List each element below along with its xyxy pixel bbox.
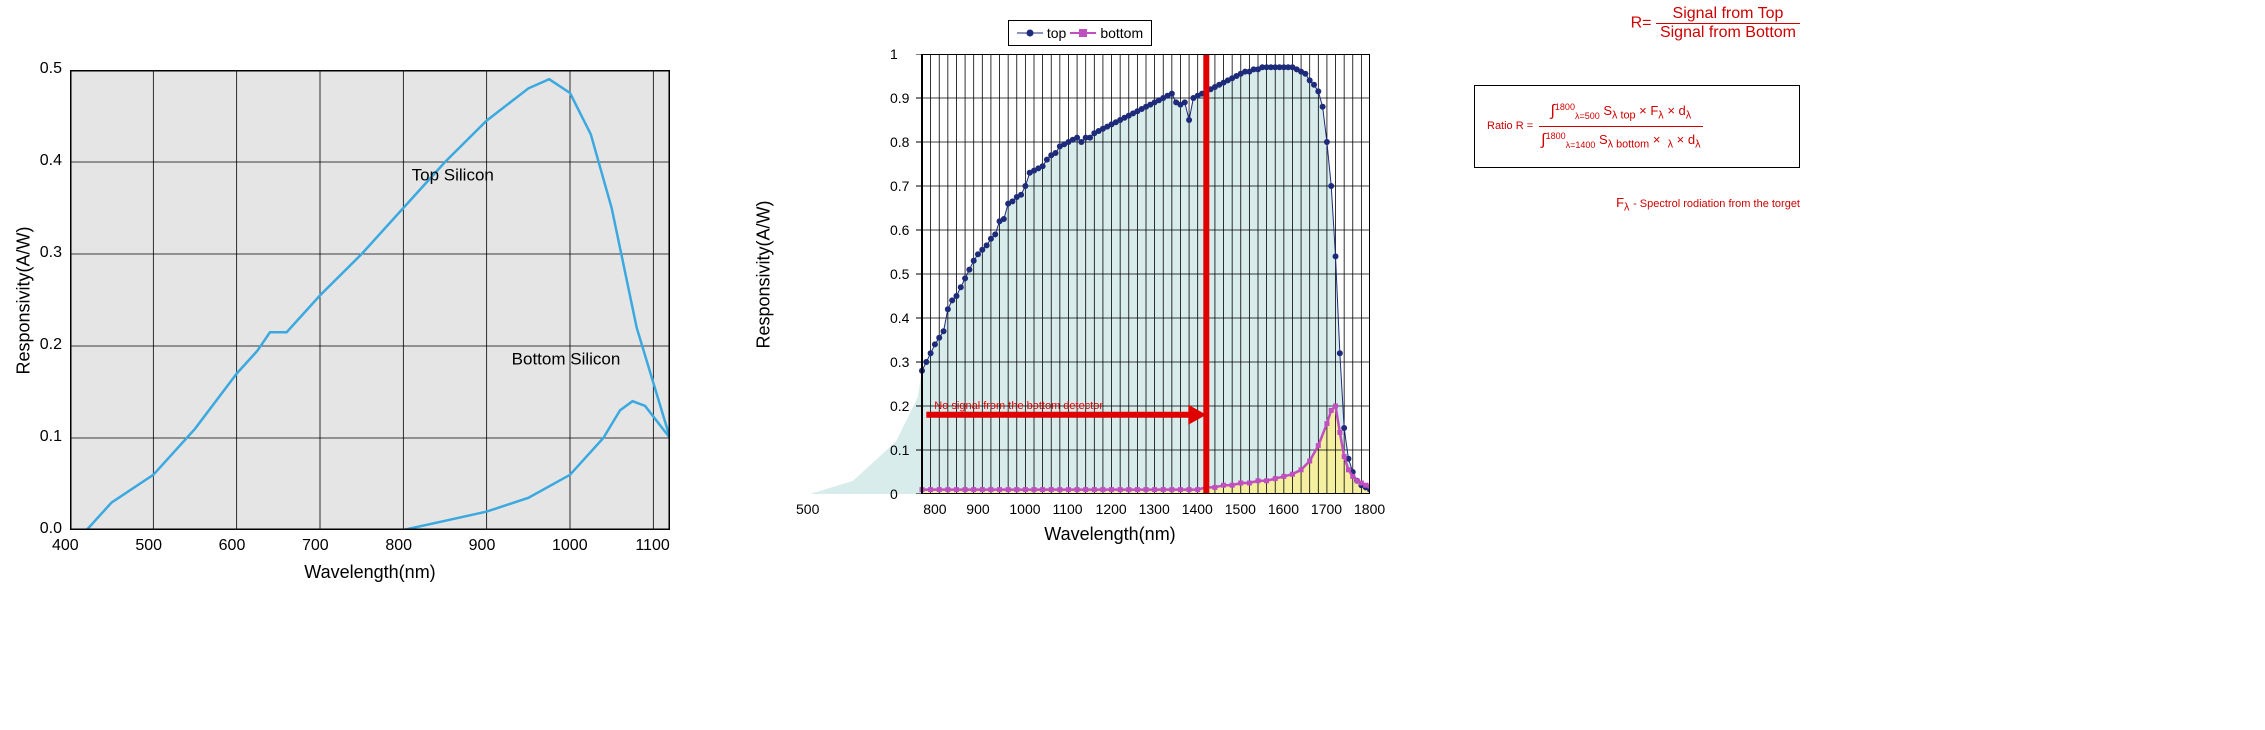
left-xticks: 40050060070080090010001100 bbox=[70, 535, 670, 557]
right-panel: R= Signal from Top Signal from Bottom to… bbox=[750, 20, 1800, 545]
formula-note: Fλ - Spectrol rodiation from the torget bbox=[1616, 195, 1800, 214]
formula-r-prefix: R= bbox=[1631, 15, 1652, 32]
left-ylabel: Responsivity(A/W) bbox=[14, 226, 35, 374]
chart-legend: top bottom bbox=[1008, 20, 1152, 46]
legend-bottom-marker bbox=[1070, 27, 1096, 39]
legend-top-label: top bbox=[1047, 25, 1066, 41]
right-ylabel: Responsivity(A/W) bbox=[754, 200, 775, 348]
formula-simple-num: Signal from Top bbox=[1656, 5, 1800, 24]
formula-integral-box: Ratio R = ∫1800λ=500 Sλ top × Fλ × dλ ∫1… bbox=[1474, 85, 1800, 168]
right-xticks: 5008009001000110012001300140015001600170… bbox=[810, 499, 1410, 519]
formula-simple-den: Signal from Bottom bbox=[1656, 24, 1800, 42]
right-xlabel: Wavelength(nm) bbox=[810, 524, 1410, 545]
svg-text:Bottom Silicon: Bottom Silicon bbox=[512, 349, 621, 368]
svg-text:Top Silicon: Top Silicon bbox=[412, 165, 494, 184]
legend-top-marker bbox=[1017, 27, 1043, 39]
left-chart-svg: Top Silicon Bottom Silicon bbox=[70, 70, 670, 530]
left-xlabel: Wavelength(nm) bbox=[70, 562, 670, 583]
integral-den-body: Sλ bottom × λ × dλ bbox=[1599, 132, 1701, 147]
integral-num-body: Sλ top × Fλ × dλ bbox=[1603, 103, 1691, 118]
legend-bottom-label: bottom bbox=[1100, 25, 1143, 41]
left-chart: Responsivity(A/W) Top SiliconBottom Sili… bbox=[70, 70, 670, 583]
formula-simple: R= Signal from Top Signal from Bottom bbox=[1631, 5, 1800, 42]
formula-integral-prefix: Ratio R = bbox=[1487, 120, 1533, 132]
right-chart: Responsivity(A/W) No signal from the bot… bbox=[810, 54, 1410, 545]
svg-text:No signal from the bottom dete: No signal from the bottom detector bbox=[934, 400, 1103, 412]
